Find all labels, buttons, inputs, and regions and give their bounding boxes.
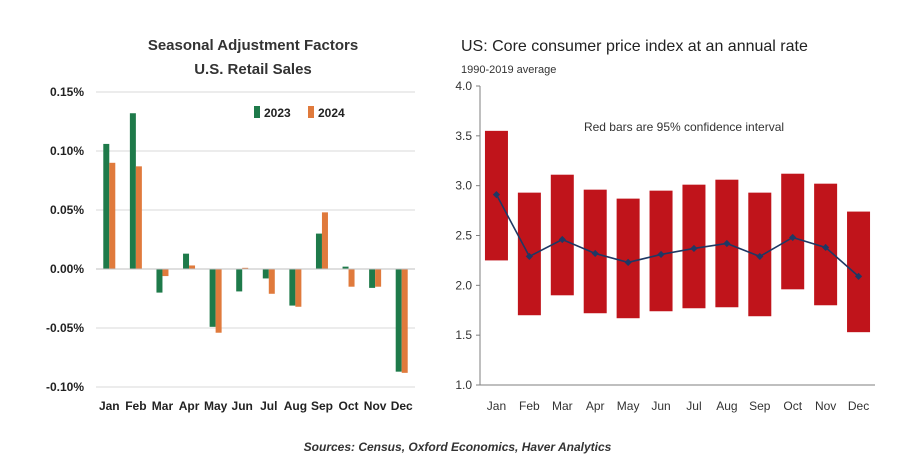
bar-2024-jan: [109, 162, 116, 269]
ci-bar-dec: [847, 211, 871, 333]
bar-2023-apr: [183, 253, 190, 269]
right-x-tick-label: Dec: [848, 399, 869, 413]
bar-2024-mar: [162, 269, 169, 277]
left-y-tick-label: -0.05%: [46, 321, 84, 335]
ci-bar-oct: [781, 173, 805, 290]
ci-bar-may: [616, 198, 640, 319]
left-y-tick-label: 0.10%: [50, 144, 84, 158]
bar-2024-apr: [189, 265, 196, 269]
legend-label-2024: 2024: [318, 106, 345, 120]
legend-label-2023: 2023: [264, 106, 291, 120]
left-y-tick-label: 0.00%: [50, 262, 84, 276]
left-x-tick-label: May: [204, 399, 228, 413]
mean-marker-aug: [723, 239, 731, 248]
right-x-tick-label: Feb: [519, 399, 540, 413]
bar-2023-feb: [129, 113, 136, 270]
right-y-tick-label: 3.0: [455, 179, 472, 193]
bar-2024-sep: [321, 212, 328, 269]
right-y-tick-label: 1.0: [455, 378, 472, 392]
legend-swatch-2023: [254, 106, 260, 118]
bar-2023-jun: [236, 269, 243, 292]
right-x-tick-label: Nov: [815, 399, 836, 413]
left-x-tick-label: Dec: [391, 399, 413, 413]
mean-marker-sep: [756, 252, 764, 261]
right-x-tick-label: Mar: [552, 399, 573, 413]
right-x-tick-label: Oct: [783, 399, 802, 413]
bar-2024-dec: [401, 269, 408, 373]
right-x-tick-label: Jun: [651, 399, 670, 413]
left-x-tick-label: Apr: [179, 399, 200, 413]
right-chart-subtitle: 1990-2019 average: [461, 64, 556, 76]
bar-2023-oct: [342, 266, 349, 269]
left-x-tick-label: Feb: [125, 399, 146, 413]
bar-2023-jan: [103, 143, 110, 269]
left-chart-subtitle: U.S. Retail Sales: [194, 61, 312, 78]
right-y-tick-label: 1.5: [455, 328, 472, 342]
left-x-tick-label: Mar: [152, 399, 174, 413]
left-x-tick-label: Jan: [99, 399, 120, 413]
left-y-tick-label: 0.15%: [50, 85, 84, 99]
left-x-tick-label: Oct: [339, 399, 359, 413]
mean-marker-feb: [525, 252, 533, 261]
bar-2024-nov: [375, 269, 382, 287]
right-chart-annotation: Red bars are 95% confidence interval: [584, 120, 784, 134]
bar-2024-feb: [135, 166, 142, 269]
bar-2023-may: [209, 269, 216, 327]
mean-line: [495, 194, 860, 277]
bar-2023-nov: [369, 269, 376, 288]
mean-marker-may: [624, 258, 632, 267]
bar-2023-dec: [395, 269, 402, 372]
bar-2023-jul: [262, 269, 269, 279]
source-note: Sources: Census, Oxford Economics, Haver…: [303, 440, 612, 454]
right-x-tick-label: Jul: [686, 399, 701, 413]
bar-2024-aug: [295, 269, 302, 307]
left-x-tick-label: Nov: [364, 399, 387, 413]
bar-2023-mar: [156, 269, 163, 293]
right-x-tick-label: Apr: [586, 399, 605, 413]
right-y-tick-label: 2.5: [455, 229, 472, 243]
mean-marker-nov: [822, 243, 830, 252]
core-cpi-chart: US: Core consumer price index at an annu…: [455, 38, 875, 413]
bar-2024-jun: [242, 267, 249, 269]
bar-2023-sep: [315, 233, 322, 269]
left-y-tick-label: -0.10%: [46, 380, 84, 394]
right-x-tick-label: Jan: [487, 399, 506, 413]
right-x-tick-label: Sep: [749, 399, 771, 413]
right-x-tick-label: May: [617, 399, 640, 413]
legend-swatch-2024: [308, 106, 314, 118]
left-x-tick-label: Jul: [260, 399, 277, 413]
left-x-tick-label: Aug: [284, 399, 307, 413]
bar-2024-jul: [268, 269, 275, 294]
left-y-tick-label: 0.05%: [50, 203, 84, 217]
right-x-tick-label: Aug: [716, 399, 737, 413]
bar-2024-may: [215, 269, 222, 333]
right-y-tick-label: 3.5: [455, 129, 472, 143]
bar-2024-oct: [348, 269, 355, 287]
left-chart-title: Seasonal Adjustment Factors: [148, 37, 358, 54]
right-y-tick-label: 2.0: [455, 278, 472, 292]
mean-marker-oct: [789, 233, 797, 242]
right-y-tick-label: 4.0: [455, 79, 472, 93]
ci-bar-mar: [550, 174, 574, 296]
bar-2023-aug: [289, 269, 296, 306]
mean-marker-dec: [854, 272, 863, 280]
left-x-tick-label: Jun: [232, 399, 253, 413]
seasonal-factors-chart: Seasonal Adjustment Factors U.S. Retail …: [46, 37, 415, 413]
right-chart-title: US: Core consumer price index at an annu…: [461, 38, 808, 55]
left-x-tick-label: Sep: [311, 399, 333, 413]
